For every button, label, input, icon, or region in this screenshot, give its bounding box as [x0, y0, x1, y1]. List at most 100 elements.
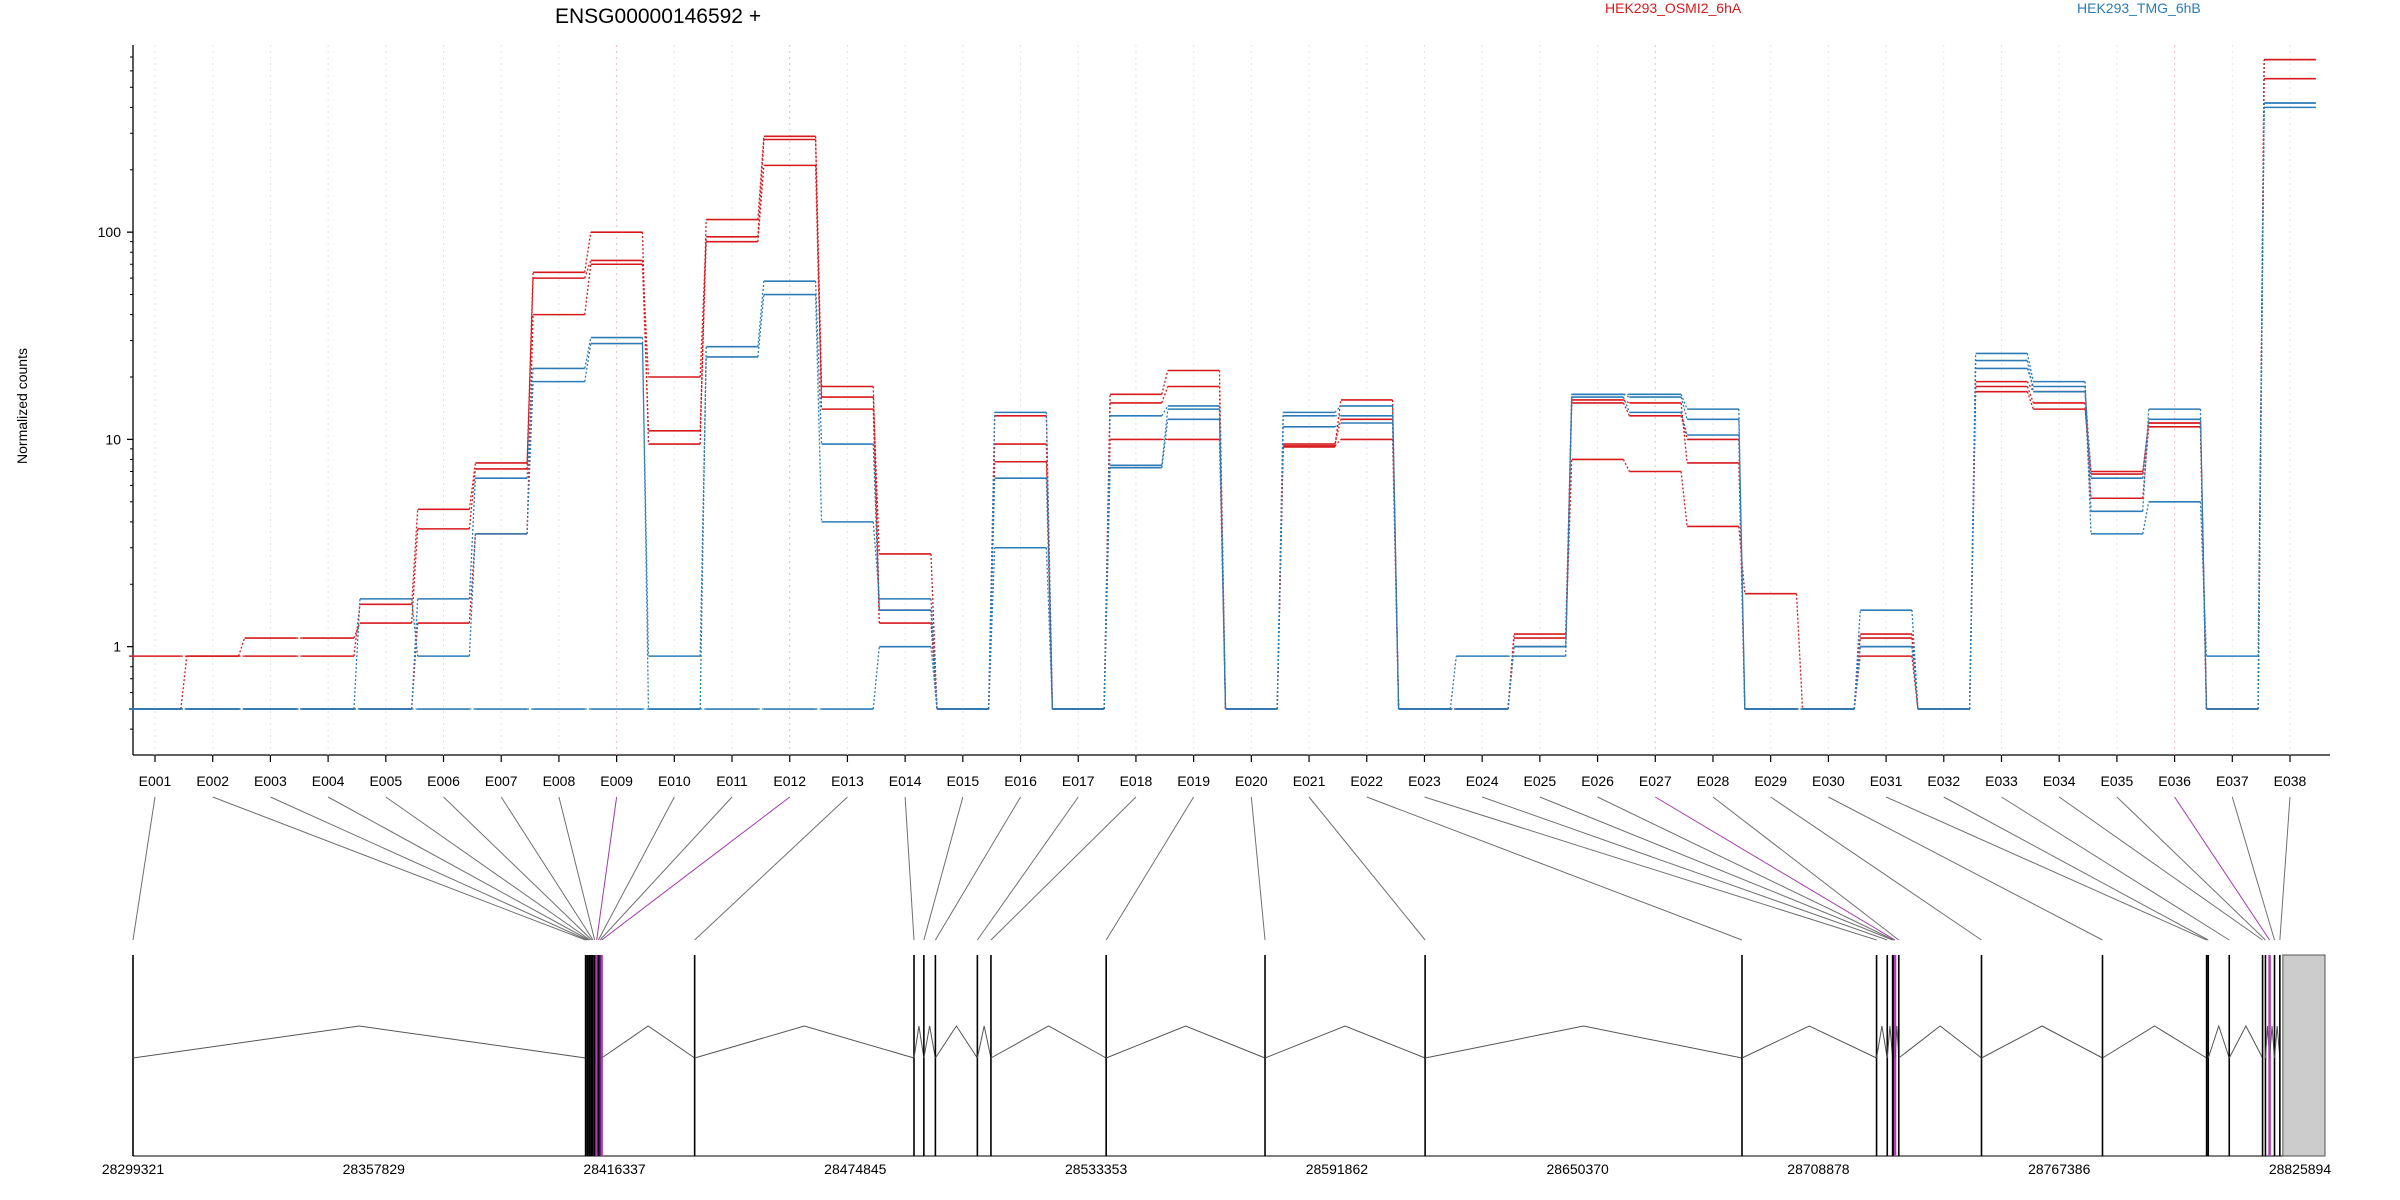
- series-connector: [180, 656, 188, 710]
- series-connector: [584, 264, 592, 315]
- y-tick-label: 10: [105, 431, 121, 447]
- series-connector: [1623, 399, 1630, 404]
- coordinate-label: 28533353: [1065, 1161, 1128, 1177]
- series-connector: [1622, 459, 1631, 472]
- coordinate-label: 28357829: [343, 1161, 406, 1177]
- exon-label: E006: [427, 773, 460, 789]
- series-connector: [411, 598, 419, 657]
- exon-label: E005: [369, 773, 402, 789]
- intron-line: [2228, 1024, 2264, 1059]
- series-connector: [1161, 409, 1169, 466]
- intron-line: [1425, 1025, 1743, 1059]
- series-connector: [1045, 412, 1054, 710]
- series-connector: [1680, 471, 1688, 527]
- series-connector: [468, 533, 477, 657]
- y-tick-label: 1: [113, 639, 121, 655]
- exon-label: E018: [1120, 773, 1153, 789]
- connector-line: [270, 796, 588, 941]
- series-group: [129, 102, 2316, 710]
- intron-line: [1981, 1025, 2103, 1059]
- connector-line: [1366, 796, 1743, 941]
- exon-label: E004: [312, 773, 345, 789]
- series-connector: [814, 281, 823, 445]
- coordinate-label: 28650370: [1547, 1161, 1610, 1177]
- series-connector: [757, 165, 765, 242]
- series-connector: [237, 637, 246, 657]
- intron-line: [1886, 1025, 1894, 1059]
- series-connector: [1045, 547, 1054, 710]
- series-connector: [814, 294, 823, 522]
- connector-line: [132, 796, 156, 941]
- series-connector: [1853, 646, 1861, 710]
- series-connector: [584, 343, 592, 382]
- series-connector: [1911, 610, 1919, 710]
- exon-label: E003: [254, 773, 287, 789]
- series-connector: [988, 478, 996, 710]
- y-tick-label: 100: [98, 224, 122, 240]
- series-connector: [641, 343, 650, 657]
- coordinate-label: 28825894: [2269, 1161, 2332, 1177]
- connector-line: [1308, 796, 1426, 941]
- intron-line: [2269, 1025, 2276, 1059]
- connector-line: [443, 796, 593, 941]
- series-connector: [2257, 102, 2265, 710]
- series-connector: [2084, 381, 2092, 512]
- series-connector: [699, 241, 707, 431]
- connector-line: [599, 796, 733, 941]
- connector-line: [1712, 796, 1900, 941]
- intron-line: [132, 1025, 586, 1059]
- series-connector: [2199, 419, 2208, 710]
- series-connector: [2142, 501, 2150, 535]
- exon-label: E021: [1293, 773, 1326, 789]
- intron-line: [1741, 1025, 1877, 1059]
- exon-label: E023: [1408, 773, 1441, 789]
- exon-label: E031: [1870, 773, 1903, 789]
- coordinate-label: 28474845: [824, 1161, 887, 1177]
- series-connector: [1334, 422, 1342, 428]
- series-connector: [1623, 393, 1630, 398]
- exon-label: E036: [2158, 773, 2191, 789]
- intron-line: [2207, 1024, 2230, 1059]
- connector-line: [1424, 796, 1877, 941]
- series-connector: [2026, 391, 2034, 410]
- connector-line: [385, 796, 591, 941]
- exon-label: E025: [1524, 773, 1557, 789]
- exon-label: E012: [773, 773, 806, 789]
- intron-line: [2102, 1025, 2207, 1059]
- series-connector: [988, 547, 996, 710]
- exon-label: E014: [889, 773, 922, 789]
- intron-line: [1264, 1025, 1426, 1059]
- series-connector: [1449, 656, 1457, 710]
- series-connector: [1276, 446, 1284, 710]
- series-connector: [584, 232, 592, 273]
- connector-line: [2174, 796, 2270, 941]
- series-connector: [1622, 396, 1631, 413]
- connector-line: [990, 796, 1137, 941]
- connector-line: [1597, 796, 1895, 941]
- connector-line: [1481, 796, 1888, 941]
- exon-label: E034: [2043, 773, 2076, 789]
- connector-line: [1105, 796, 1195, 941]
- exon-label: E002: [196, 773, 229, 789]
- connector-line: [1828, 796, 2103, 941]
- intron-line: [990, 1025, 1107, 1059]
- series-connector: [468, 533, 477, 624]
- series-connector: [814, 136, 823, 387]
- series-connector: [411, 598, 419, 710]
- series-connector: [1795, 593, 1804, 710]
- series-connector: [2026, 353, 2034, 382]
- connector-line: [2231, 796, 2275, 941]
- connector-line: [2001, 796, 2230, 941]
- legend-entry-osmi2: HEK293_OSMI2_6hA: [1605, 0, 1742, 16]
- connector-line: [1943, 796, 2209, 941]
- series-connector: [1391, 405, 1400, 710]
- exon-label: E030: [1812, 773, 1845, 789]
- series-connector: [757, 136, 765, 220]
- series-connector: [699, 346, 707, 710]
- intron-line: [1898, 1025, 1982, 1059]
- terminal-exon-block: [2282, 954, 2326, 1157]
- series-connector: [1968, 360, 1977, 710]
- series-connector: [988, 412, 996, 710]
- series-connector: [526, 381, 534, 534]
- intron-line: [2274, 1025, 2281, 1059]
